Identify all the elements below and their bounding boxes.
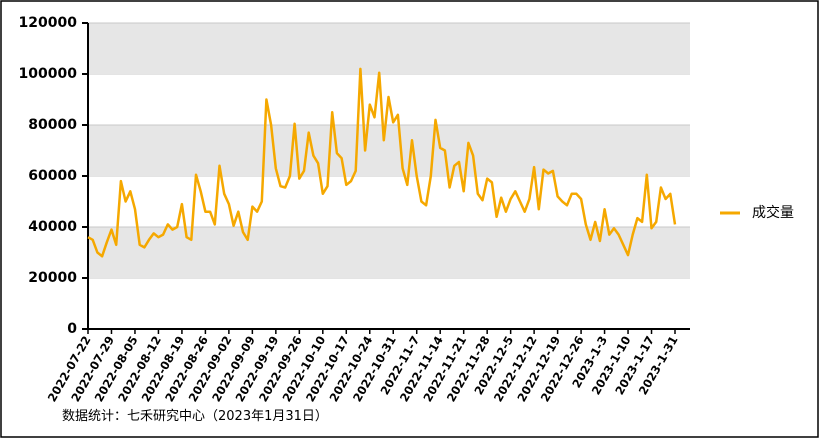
y-tick-label: 20000 bbox=[28, 270, 77, 286]
grid-band bbox=[88, 125, 690, 176]
data-line bbox=[87, 67, 677, 258]
grid-band bbox=[88, 23, 690, 74]
y-tick-label: 120000 bbox=[19, 15, 78, 31]
y-tick-label: 80000 bbox=[28, 117, 77, 133]
y-tick-label: 100000 bbox=[19, 66, 78, 82]
y-tick-label: 60000 bbox=[28, 168, 77, 184]
legend-label: 成交量 bbox=[752, 204, 794, 221]
y-tick-label: 40000 bbox=[28, 219, 77, 235]
source-note: 数据统计：七禾研究中心（2023年1月31日） bbox=[62, 409, 328, 424]
y-tick-label: 0 bbox=[67, 321, 77, 337]
